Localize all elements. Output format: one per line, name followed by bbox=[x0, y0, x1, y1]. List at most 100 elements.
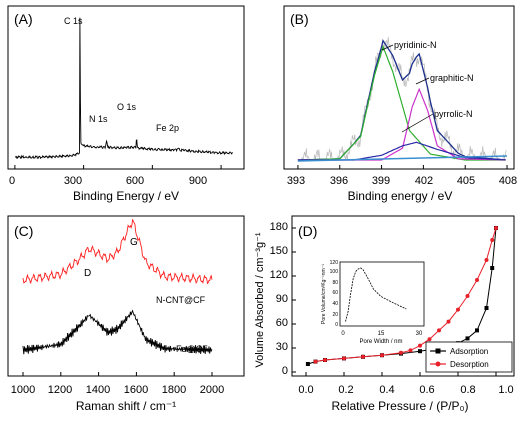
panel-a: (A) 0 300 600 900 Binding Energy / eV C … bbox=[7, 5, 245, 203]
panel-a-x-tick: 900 bbox=[189, 175, 207, 187]
inset-y-tick: 80 bbox=[332, 280, 338, 286]
legend-label-desorption: Desorption bbox=[450, 360, 489, 369]
panel-c: (C) 1000 1200 1400 1600 1800 2000 Raman … bbox=[7, 215, 245, 413]
inset-chart: 0 15 30 Pore Width / nm 0 20 40 60 80 10… bbox=[321, 260, 425, 345]
panel-c-frame bbox=[7, 215, 245, 377]
panel-c-x-tick: 1600 bbox=[124, 384, 148, 396]
panel-a-x-tick: 0 bbox=[9, 175, 15, 187]
panel-d-x-label: Relative Pressure / (P/P₀) bbox=[331, 399, 468, 413]
panel-b-label: (B) bbox=[290, 11, 309, 27]
inset-y-tick: 120 bbox=[330, 260, 339, 266]
panel-d-x-ticks: 0.0 0.2 0.4 0.6 0.8 1.0 bbox=[298, 384, 513, 396]
data-point-adsorption bbox=[465, 336, 470, 341]
data-point-desorption bbox=[408, 348, 413, 353]
annotation-pointer bbox=[381, 44, 394, 51]
data-point-desorption bbox=[484, 258, 489, 262]
panel-d-label: (D) bbox=[298, 223, 317, 239]
data-point-desorption bbox=[342, 356, 346, 361]
peak-label-o1s: O 1s bbox=[117, 102, 137, 112]
data-point-adsorption bbox=[475, 328, 479, 333]
panel-a-x-ticks: 0 300 600 900 bbox=[9, 175, 207, 187]
panel-d: (D) 0 30 60 90 120 150 180 0.0 0.2 0.4 0… bbox=[254, 215, 515, 413]
series-line-pyridinic bbox=[297, 44, 506, 161]
panel-d-y-ticks: 0 30 60 90 120 150 180 bbox=[270, 221, 288, 377]
panel-b: (B) 393 396 399 402 405 408 Binding ener… bbox=[283, 5, 517, 203]
legend-label-adsorption: Adsorption bbox=[450, 347, 488, 356]
fit-envelope-line bbox=[297, 38, 506, 161]
data-point-desorption bbox=[446, 319, 451, 324]
panel-b-series bbox=[297, 36, 508, 169]
data-point-desorption bbox=[361, 354, 365, 359]
legend-marker-desorption bbox=[435, 361, 441, 367]
panel-c-label: (C) bbox=[14, 223, 33, 239]
panel-b-x-label: Binding energy / eV bbox=[348, 189, 453, 203]
data-point-adsorption bbox=[490, 266, 495, 270]
panel-b-x-tick: 399 bbox=[372, 175, 390, 187]
data-point-desorption bbox=[313, 359, 318, 364]
data-point-adsorption bbox=[484, 306, 489, 310]
panel-d-y-tick: 150 bbox=[270, 245, 288, 257]
panel-a-x-tick: 300 bbox=[64, 175, 82, 187]
inset-y-tick: 40 bbox=[332, 301, 338, 307]
panel-d-frame bbox=[291, 215, 515, 377]
inset-y-tick: 100 bbox=[330, 269, 339, 275]
panel-c-x-tick: 1400 bbox=[86, 384, 110, 396]
panel-c-series bbox=[22, 219, 213, 376]
panel-d-y-tick: 120 bbox=[270, 269, 288, 281]
inset-frame bbox=[339, 261, 425, 327]
baseline-line bbox=[297, 155, 508, 162]
panel-a-x-tick: 600 bbox=[126, 175, 144, 187]
panel-c-x-ticks: 1000 1200 1400 1600 1800 2000 bbox=[11, 384, 224, 396]
data-point-desorption bbox=[323, 358, 327, 362]
band-label-d: D bbox=[84, 268, 91, 279]
band-label-g: G bbox=[130, 237, 138, 248]
panel-d-y-tick: 180 bbox=[270, 221, 288, 233]
panel-b-x-tick: 405 bbox=[457, 175, 475, 187]
data-point-desorption bbox=[456, 307, 460, 312]
peak-label-pyridinic: pyridinic-N bbox=[394, 40, 437, 50]
panel-d-y-tick: 60 bbox=[276, 317, 288, 329]
peak-label-graphitic: graphitic-N bbox=[430, 73, 474, 83]
panel-b-x-tick: 396 bbox=[330, 175, 348, 187]
panel-d-x-tick: 0.6 bbox=[419, 384, 434, 396]
panel-b-frame bbox=[283, 5, 515, 170]
panel-a-series bbox=[14, 17, 233, 169]
panel-a-label: (A) bbox=[14, 11, 33, 27]
trace-label-fe: Fe@CF bbox=[176, 344, 208, 354]
inset-y-tick: 60 bbox=[332, 290, 338, 296]
panel-c-x-tick: 2000 bbox=[200, 384, 224, 396]
data-point-adsorption bbox=[418, 349, 422, 354]
xps-survey-line bbox=[14, 17, 233, 160]
inset-pore-distribution-line bbox=[345, 267, 407, 322]
panel-b-x-ticks: 393 396 399 402 405 408 bbox=[287, 175, 517, 187]
data-point-adsorption bbox=[305, 362, 310, 366]
peak-label-n1s: N 1s bbox=[89, 114, 108, 124]
panel-d-y-tick: 30 bbox=[276, 341, 288, 353]
panel-d-y-label: Volume Absorbed / cm⁻³g⁻¹ bbox=[254, 232, 266, 367]
data-point-desorption bbox=[490, 238, 495, 242]
panel-c-x-tick: 1000 bbox=[11, 384, 35, 396]
panel-c-x-tick: 1200 bbox=[48, 384, 72, 396]
data-point-desorption bbox=[427, 337, 432, 342]
peak-label-fe2p: Fe 2p bbox=[156, 123, 179, 133]
panel-d-series bbox=[292, 226, 498, 376]
panel-b-x-tick: 408 bbox=[499, 175, 517, 187]
inset-y-tick: 0 bbox=[335, 322, 338, 328]
inset-x-tick: 15 bbox=[378, 331, 385, 337]
data-point-desorption bbox=[399, 350, 403, 355]
panel-b-x-tick: 393 bbox=[287, 175, 305, 187]
data-point-desorption bbox=[465, 294, 470, 298]
raw-spectrum-line bbox=[297, 36, 507, 162]
legend-marker-adsorption bbox=[435, 348, 441, 354]
data-point-desorption bbox=[437, 328, 441, 333]
series-line-graphitic bbox=[297, 87, 506, 161]
panel-c-x-tick: 1800 bbox=[162, 384, 186, 396]
panel-a-x-label: Binding Energy / eV bbox=[73, 189, 179, 203]
data-point-desorption bbox=[418, 343, 422, 348]
series-line-fe bbox=[22, 309, 213, 355]
panel-d-x-tick: 0.2 bbox=[338, 384, 353, 396]
inset-x-label: Pore Width / nm bbox=[359, 339, 402, 345]
panel-d-x-tick: 0.8 bbox=[460, 384, 475, 396]
inset-x-tick: 0 bbox=[341, 331, 345, 337]
